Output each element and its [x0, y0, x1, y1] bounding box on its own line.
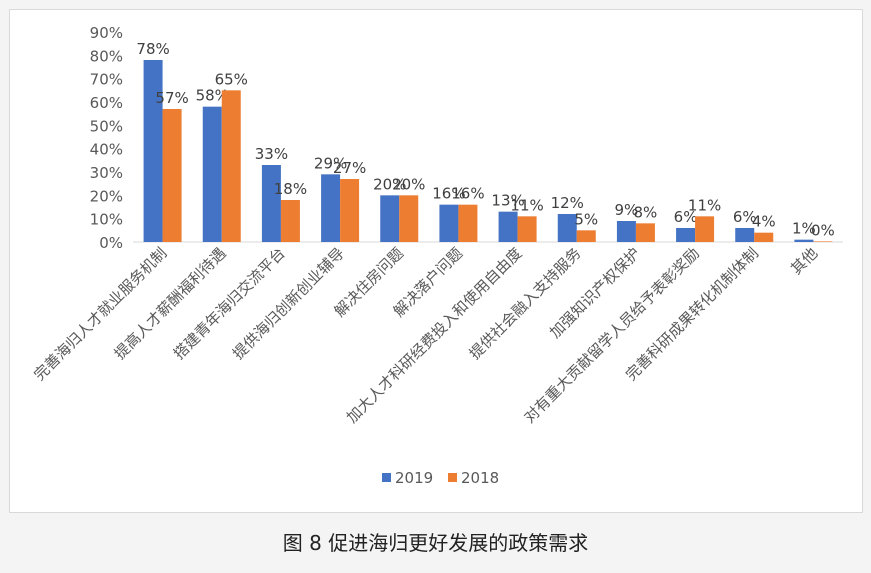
data-label-2018-1: 65% — [215, 70, 248, 88]
data-label-2019-1: 58% — [196, 87, 229, 105]
y-tick-label: 70% — [90, 71, 123, 89]
y-tick-label: 0% — [99, 234, 123, 252]
data-label-2018-0: 57% — [155, 89, 188, 107]
data-label-2018-6: 11% — [510, 196, 543, 214]
bar-2018-4 — [399, 195, 419, 242]
bar-2018-2 — [280, 200, 300, 242]
y-tick-label: 40% — [90, 141, 123, 159]
bar-2019-2 — [261, 165, 281, 242]
data-label-2019-10: 6% — [733, 208, 757, 226]
bar-2018-11 — [813, 241, 833, 242]
legend-swatch-2019 — [382, 473, 391, 482]
y-tick-label: 80% — [90, 47, 123, 65]
data-label-2019-8: 9% — [615, 201, 639, 219]
data-label-2019-0: 78% — [136, 40, 169, 58]
legend-label-2019: 2019 — [395, 469, 433, 487]
data-label-2018-9: 11% — [688, 196, 721, 214]
data-label-2019-7: 12% — [551, 194, 584, 212]
bar-2019-1 — [202, 106, 222, 243]
data-label-2019-2: 33% — [255, 145, 288, 163]
data-label-2018-10: 4% — [752, 213, 776, 231]
bar-2018-5 — [458, 204, 478, 242]
chart-frame: 0% 10% 20% 30% 40% 50% 60% 70% 80% 90% 78% 58% 33% 29… — [9, 9, 863, 513]
bar-2019-8 — [616, 221, 636, 242]
data-label-2018-2: 18% — [274, 180, 307, 198]
category-label: 提供社会融入支持服务 — [466, 244, 585, 363]
bar-2018-1 — [221, 90, 241, 242]
bar-2019-11 — [794, 239, 814, 242]
bar-chart: 0% 10% 20% 30% 40% 50% 60% 70% 80% 90% 78% 58% 33% 29… — [30, 24, 843, 487]
data-label-2019-3: 29% — [314, 154, 347, 172]
data-label-2019-11: 1% — [792, 220, 816, 238]
data-label-2018-3: 27% — [333, 159, 366, 177]
bar-2019-0 — [143, 60, 163, 242]
legend-label-2018: 2018 — [461, 469, 499, 487]
bar-2018-6 — [517, 216, 537, 242]
category-label: 提供海归创新创业辅导 — [229, 244, 348, 363]
category-label: 其他 — [787, 244, 821, 278]
bar-2019-5 — [439, 204, 459, 242]
bar-2019-10 — [735, 228, 755, 242]
bar-2018-10 — [754, 232, 774, 242]
data-label-2019-6: 13% — [491, 192, 524, 210]
y-tick-label: 10% — [90, 211, 123, 229]
data-label-2019-9: 6% — [674, 208, 698, 226]
figure-caption: 图 8 促进海归更好发展的政策需求 — [282, 531, 589, 555]
bar-2019-9 — [676, 228, 696, 242]
bar-2019-4 — [380, 195, 400, 242]
bar-2019-6 — [498, 211, 518, 242]
data-label-2018-5: 16% — [451, 185, 484, 203]
data-label-2018-4: 20% — [392, 175, 425, 193]
legend-swatch-2018 — [448, 473, 457, 482]
bar-2018-0 — [162, 109, 182, 242]
data-label-2018-8: 8% — [634, 203, 658, 221]
y-tick-label: 60% — [90, 94, 123, 112]
bar-2018-3 — [340, 179, 360, 242]
data-label-2019-5: 16% — [432, 185, 465, 203]
y-tick-label: 90% — [90, 24, 123, 42]
bar-2019-7 — [557, 214, 577, 242]
data-label-2018-11: 0% — [811, 221, 835, 239]
bar-2019-3 — [321, 174, 341, 242]
data-label-2018-7: 5% — [574, 210, 598, 228]
category-label: 提高人才薪酬福利待遇 — [111, 244, 230, 363]
bar-2018-9 — [695, 216, 715, 242]
data-label-2019-4: 20% — [373, 175, 406, 193]
y-tick-label: 20% — [90, 187, 123, 205]
bar-2018-7 — [576, 230, 596, 242]
category-label: 搭建青年海归交流平台 — [170, 244, 289, 363]
y-tick-label: 30% — [90, 164, 123, 182]
y-tick-label: 50% — [90, 117, 123, 135]
bar-2018-8 — [635, 223, 655, 242]
